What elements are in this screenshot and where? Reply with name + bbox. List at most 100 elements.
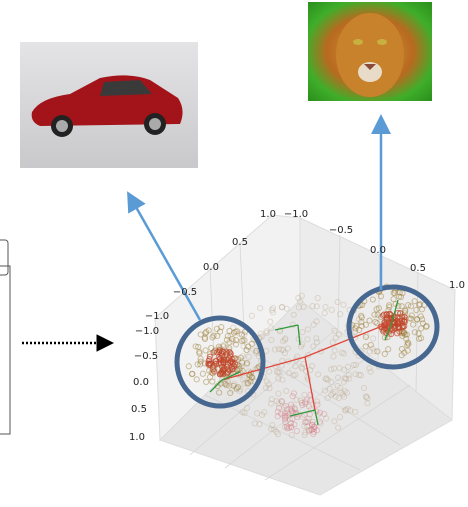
- point: [422, 323, 430, 330]
- point: [336, 364, 343, 372]
- point: [358, 318, 365, 326]
- point: [244, 381, 251, 388]
- clipped-box: [0, 239, 9, 276]
- point: [362, 321, 369, 328]
- point: [304, 418, 312, 425]
- point: [261, 409, 268, 416]
- point: [314, 294, 321, 302]
- point: [243, 347, 250, 354]
- point: [411, 329, 418, 336]
- point: [193, 376, 200, 383]
- point: [287, 401, 295, 408]
- point: [197, 355, 204, 362]
- point: [401, 349, 408, 356]
- point: [291, 404, 298, 411]
- point: [404, 347, 411, 354]
- point: [287, 419, 295, 427]
- point: [290, 372, 297, 379]
- highlight-circle: [346, 284, 440, 370]
- point: [399, 332, 406, 340]
- point: [331, 388, 338, 395]
- point: [188, 370, 196, 378]
- point: [403, 335, 410, 342]
- point: [301, 422, 308, 430]
- point: [356, 326, 363, 333]
- point: [326, 385, 333, 392]
- point: [417, 313, 424, 320]
- point: [314, 398, 321, 405]
- point: [342, 406, 349, 413]
- point: [219, 348, 226, 355]
- point: [269, 422, 276, 429]
- point: [297, 397, 304, 404]
- point: [283, 412, 290, 420]
- point: [352, 328, 359, 335]
- point: [341, 375, 349, 382]
- point: [220, 380, 228, 387]
- point: [327, 366, 335, 373]
- point: [304, 336, 311, 343]
- point: [281, 349, 289, 357]
- point: [263, 378, 270, 385]
- point: [416, 301, 423, 308]
- point: [284, 345, 291, 352]
- point: [366, 348, 373, 355]
- point: [418, 325, 425, 332]
- car-image: [20, 42, 198, 168]
- point: [297, 298, 304, 305]
- point: [257, 330, 264, 337]
- point: [373, 306, 380, 313]
- point: [352, 371, 359, 378]
- point: [196, 348, 203, 355]
- point: [195, 343, 202, 351]
- point: [262, 384, 270, 392]
- point: [417, 335, 425, 342]
- point: [274, 413, 281, 420]
- point: [203, 378, 210, 386]
- point: [391, 289, 398, 297]
- point: [328, 378, 335, 386]
- point: [243, 361, 250, 368]
- point: [304, 326, 312, 333]
- point: [276, 327, 284, 334]
- point: [243, 360, 251, 367]
- point: [397, 293, 405, 301]
- point: [305, 415, 312, 422]
- point: [278, 346, 285, 353]
- point: [235, 384, 242, 391]
- point: [386, 303, 393, 311]
- point: [407, 315, 415, 322]
- point: [286, 411, 293, 418]
- point: [310, 343, 317, 350]
- point: [214, 382, 221, 390]
- point: [275, 400, 282, 407]
- point: [239, 409, 246, 416]
- point: [238, 331, 245, 338]
- point: [403, 331, 410, 338]
- point: [218, 352, 225, 359]
- point: [215, 353, 222, 361]
- point: [398, 345, 406, 353]
- axis-tick-label: −1.0: [145, 311, 169, 322]
- point: [241, 337, 248, 344]
- axis-tick-label: 0.0: [133, 377, 149, 388]
- point: [281, 412, 288, 419]
- point: [323, 375, 330, 382]
- point: [359, 301, 366, 309]
- point: [232, 337, 240, 344]
- point: [413, 306, 420, 314]
- point: [405, 340, 412, 347]
- point: [419, 320, 427, 327]
- point: [210, 332, 217, 339]
- point: [340, 378, 347, 385]
- point: [331, 347, 338, 354]
- point: [216, 389, 223, 396]
- point: [269, 309, 277, 316]
- point: [372, 318, 379, 326]
- point: [253, 347, 260, 354]
- point: [338, 389, 345, 396]
- point: [337, 311, 344, 318]
- point: [358, 322, 365, 330]
- point: [248, 340, 255, 347]
- point: [283, 423, 291, 430]
